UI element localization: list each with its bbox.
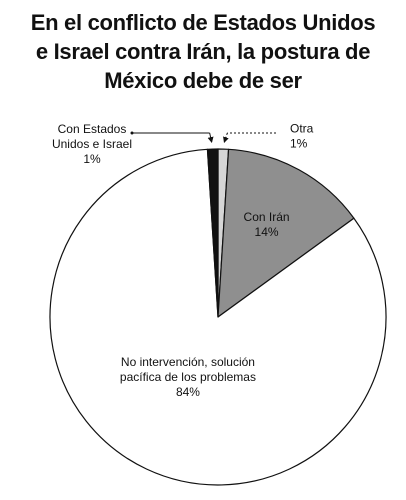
leader-arrow-con-estados <box>207 132 214 144</box>
chart-title-line-2: e Israel contra Irán, la postura de <box>35 39 371 64</box>
label-line-1: Con Irán <box>244 210 290 224</box>
value-label: 14% <box>255 225 279 239</box>
slice-label-no-intervencion-solucion: No intervención, solución pacífica de los… <box>120 355 256 399</box>
value-label: 1% <box>83 152 101 166</box>
slice-label-otra: Otra 1% <box>290 122 314 151</box>
value-label: 84% <box>176 385 200 399</box>
value-label: 1% <box>290 137 308 151</box>
pie-slice-con-iran <box>217 148 355 318</box>
slice-label-con-estados: Con Estados Unidos e Israel 1% <box>52 122 132 166</box>
chart-title: En el conflicto de Estados Unidos e Isra… <box>0 8 406 95</box>
label-line-1: No intervención, solución <box>121 355 255 369</box>
label-line-2: Unidos e Israel <box>52 137 132 151</box>
leader-dot-con-estados <box>130 131 134 135</box>
slice-label-con-iran: Con Irán 14% <box>244 210 290 239</box>
label-line-1: Otra <box>290 122 314 136</box>
pie-slice-con-estados <box>206 148 219 318</box>
leader-arrow-otra <box>223 132 229 144</box>
label-line-2: pacífica de los problemas <box>120 370 256 384</box>
label-line-1: Con Estados <box>58 122 127 136</box>
chart-title-line-3: México debe de ser <box>104 68 302 93</box>
chart-title-line-1: En el conflicto de Estados Unidos <box>30 10 376 35</box>
